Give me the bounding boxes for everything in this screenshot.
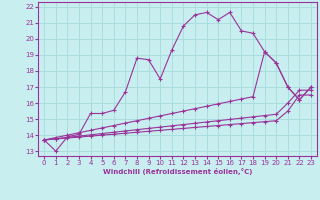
X-axis label: Windchill (Refroidissement éolien,°C): Windchill (Refroidissement éolien,°C): [103, 168, 252, 175]
